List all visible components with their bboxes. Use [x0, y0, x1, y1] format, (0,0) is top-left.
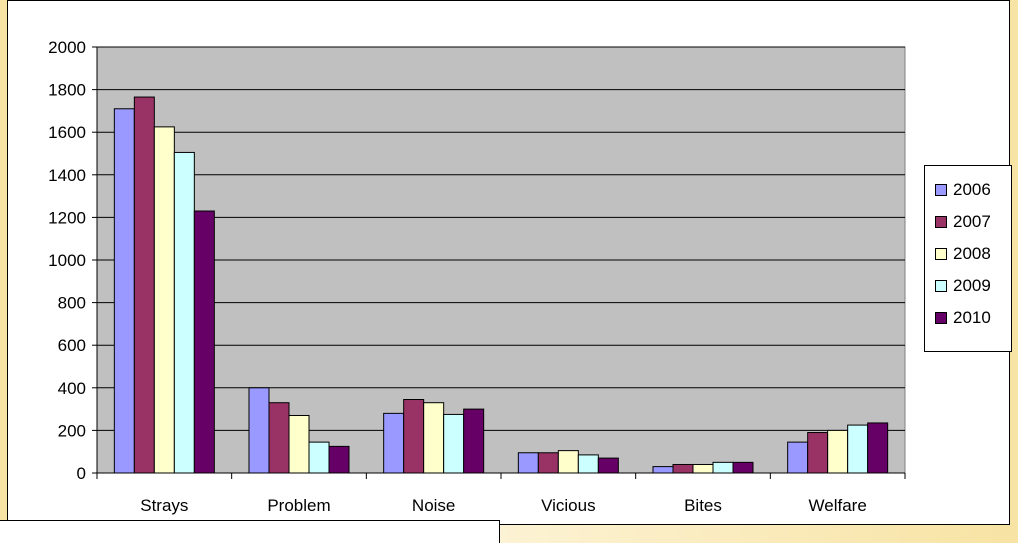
bar-noise-2009: [443, 413, 465, 474]
bars: [113, 96, 889, 474]
bar-vicious-2007: [537, 452, 559, 474]
bar-noise-2006: [383, 412, 405, 474]
tick-labels: 0 200 400 600 800 1000 1200 1400 1600 1800 2000 Str…: [48, 38, 867, 515]
bar-vicious-2006: [517, 452, 539, 474]
overlay-panel: [0, 520, 500, 543]
x-tick-label: Vicious: [541, 496, 596, 515]
legend-item: 2006: [925, 174, 1011, 206]
axes: [92, 46, 906, 479]
bar-bites-2008: [692, 463, 714, 474]
x-tick-label: Welfare: [809, 496, 867, 515]
legend-item: 2007: [925, 206, 1011, 238]
bar-strays-2006: [113, 108, 135, 474]
bar-vicious-2009: [577, 454, 599, 474]
bar-problem-2009: [308, 441, 330, 474]
bar-bites-2009: [712, 461, 734, 474]
bar-strays-2010: [193, 210, 215, 474]
legend-swatch: [935, 216, 947, 228]
legend-item: 2008: [925, 238, 1011, 270]
y-tick-label: 1800: [48, 81, 86, 100]
bar-strays-2008: [153, 126, 175, 474]
y-tick-label: 400: [58, 379, 86, 398]
legend: 2006 2007 2008 2009 2010: [924, 165, 1012, 352]
legend-swatch: [935, 312, 947, 324]
x-tick-label: Problem: [267, 496, 330, 515]
bar-strays-2009: [173, 151, 195, 474]
bar-problem-2010: [328, 445, 350, 474]
legend-label: 2009: [953, 276, 991, 295]
bar-noise-2010: [463, 408, 485, 474]
bar-problem-2008: [288, 414, 310, 474]
y-tick-label: 1600: [48, 123, 86, 142]
bar-vicious-2008: [557, 450, 579, 474]
legend-label: 2010: [953, 308, 991, 327]
y-tick-label: 200: [58, 421, 86, 440]
bar-vicious-2010: [597, 457, 619, 474]
legend-item: 2009: [925, 270, 1011, 302]
y-tick-label: 2000: [48, 38, 86, 57]
legend-swatch: [935, 248, 947, 260]
legend-swatch: [935, 280, 947, 292]
bar-welfare-2007: [807, 432, 829, 474]
y-tick-label: 0: [77, 464, 86, 483]
legend-label: 2006: [953, 180, 991, 199]
x-tick-label: Strays: [140, 496, 188, 515]
bar-welfare-2008: [827, 429, 849, 474]
bar-noise-2008: [423, 402, 445, 474]
x-tick-label: Bites: [684, 496, 722, 515]
bar-strays-2007: [133, 96, 155, 474]
x-tick-label: Noise: [412, 496, 455, 515]
y-tick-label: 1200: [48, 208, 86, 227]
bar-welfare-2006: [787, 441, 809, 474]
bar-welfare-2010: [867, 422, 889, 474]
bar-problem-2007: [268, 402, 290, 474]
gridlines: [97, 46, 905, 431]
y-tick-label: 800: [58, 294, 86, 313]
bar-bites-2006: [652, 466, 674, 474]
bar-bites-2010: [732, 461, 754, 474]
legend-item: 2010: [925, 302, 1011, 334]
bar-noise-2007: [403, 399, 425, 474]
legend-swatch: [935, 184, 947, 196]
y-tick-label: 600: [58, 336, 86, 355]
bar-bites-2007: [672, 463, 694, 474]
bar-welfare-2009: [847, 424, 869, 474]
legend-label: 2008: [953, 244, 991, 263]
y-tick-label: 1000: [48, 251, 86, 270]
bar-problem-2006: [248, 387, 270, 474]
legend-label: 2007: [953, 212, 991, 231]
y-tick-label: 1400: [48, 166, 86, 185]
